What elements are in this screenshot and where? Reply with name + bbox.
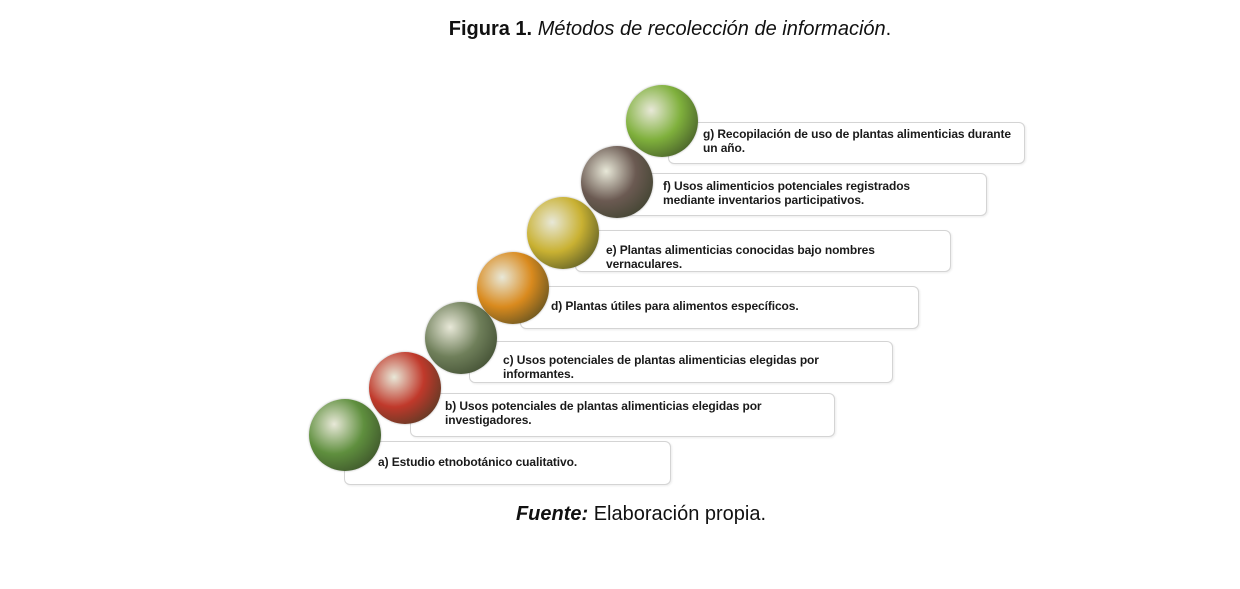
source-text: Elaboración propia. — [588, 503, 767, 525]
step-text: b) Usos potenciales de plantas alimentic… — [445, 399, 762, 427]
step-text: c) Usos potenciales de plantas alimentic… — [503, 353, 819, 381]
source-label: Fuente: — [515, 503, 589, 525]
step-box — [469, 341, 893, 383]
step-box — [610, 173, 987, 216]
cacao-pods-photo — [477, 252, 549, 324]
step-box — [344, 441, 671, 485]
red-fruits-photo — [369, 352, 441, 424]
figure-caption-end: . — [885, 18, 892, 40]
step-box — [410, 393, 835, 437]
figure-source: Fuente: Elaboración propia. — [0, 503, 1240, 526]
plantains-photo — [626, 85, 698, 157]
figure-title: Figura 1. Métodos de recolección de info… — [0, 18, 1240, 41]
figure-label: Figura 1. — [448, 18, 533, 40]
tree-photo — [425, 302, 497, 374]
step-box — [520, 286, 919, 329]
group-meeting-photo — [581, 146, 653, 218]
step-text: f) Usos alimenticios potenciales registr… — [663, 179, 911, 207]
step-text: e) Plantas alimenticias conocidas bajo n… — [606, 243, 875, 271]
step-box — [668, 122, 1025, 164]
step-text: a) Estudio etnobotánico cualitativo. — [378, 455, 578, 469]
step-text: d) Plantas útiles para alimentos específ… — [551, 299, 799, 313]
step-box — [575, 230, 951, 272]
step-text: g) Recopilación de uso de plantas alimen… — [703, 127, 1012, 155]
people-in-forest-photo — [309, 399, 381, 471]
figure-caption: Métodos de recolección de información — [537, 18, 886, 40]
spiky-fruit-photo — [527, 197, 599, 269]
